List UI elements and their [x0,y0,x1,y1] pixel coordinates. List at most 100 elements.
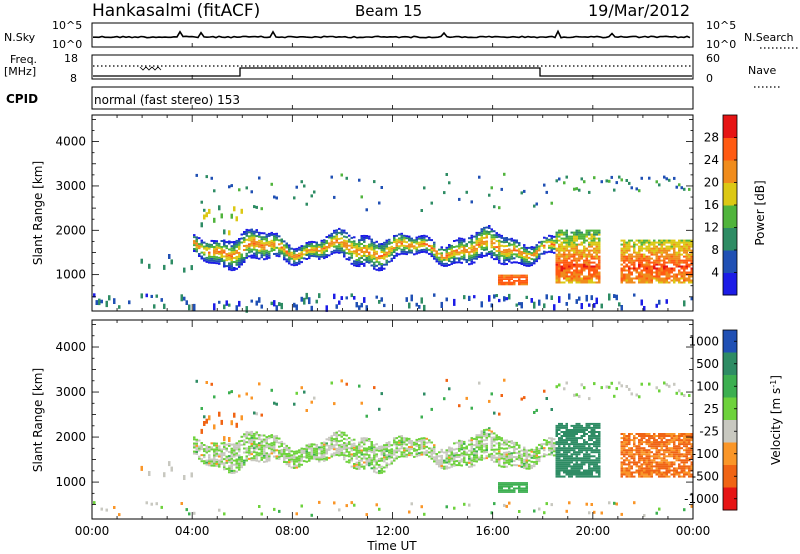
power-data-cell [585,247,588,250]
velocity-data-cell [588,463,591,466]
velocity-data-cell [498,487,501,490]
velocity-data-cell [290,458,293,461]
velocity-data-cell [250,434,253,437]
velocity-data-cell [638,473,641,476]
velocity-data-cell [270,444,273,447]
power-data-cell [368,257,371,260]
velocity-data-cell [645,473,648,476]
velocity-data-cell [500,443,503,446]
velocity-data-cell [515,483,518,486]
velocity-data-cell [360,457,363,460]
power-data-cell [430,245,433,248]
velocity-data-cell [628,451,631,454]
velocity-data-cell [640,471,643,474]
velocity-data-cell [395,443,398,446]
power-data-cell [248,237,251,240]
velocity-data-cell [578,429,581,431]
power-data-cell [223,249,226,252]
velocity-data-cell [560,467,563,470]
power-data-cell [620,267,623,270]
power-data-cell [633,247,636,250]
power-data-cell [340,243,343,246]
velocity-data-cell [658,461,661,464]
velocity-data-cell [470,441,473,444]
power-data-cell [673,255,676,258]
velocity-data-cell [505,457,508,460]
velocity-data-cell [228,465,231,468]
power-data-cell [638,249,641,252]
power-data-cell [590,265,593,268]
power-data-cell [550,249,553,252]
velocity-data-cell [260,444,263,447]
power-data-cell [405,253,408,256]
power-data-cell [298,248,301,251]
power-data-cell [643,239,646,242]
power-data-cell [425,251,428,254]
velocity-data-cell [405,439,408,442]
velocity-data-cell [513,456,516,458]
velocity-data-cell [498,460,501,463]
power-data-cell [403,248,406,251]
velocity-data-cell [333,454,336,457]
velocity-data-cell [288,452,291,455]
velocity-data-cell [625,467,628,470]
velocity-data-cell [570,453,573,456]
power-data-cell [350,236,353,239]
velocity-data-cell [448,387,451,391]
velocity-data-cell [475,460,478,463]
velocity-data-cell [480,450,483,453]
velocity-data-cell [585,469,588,472]
velocity-data-cell [450,451,453,454]
velocity-data-cell [580,445,583,448]
power-data-cell [655,277,658,280]
velocity-data-cell [388,445,391,448]
power-data-cell [663,267,666,270]
power-data-cell [505,283,508,286]
velocity-data-cell [318,500,321,504]
velocity-data-cell [663,461,666,464]
power-data-cell [590,257,593,260]
velocity-data-cell [655,439,658,442]
velocity-data-cell [623,437,626,440]
velocity-data-cell [493,436,496,439]
velocity-data-cell [480,432,483,435]
power-panel-background [92,115,693,311]
velocity-data-cell [228,461,231,464]
power-data-cell [218,250,221,253]
power-data-cell [583,261,586,264]
velocity-data-cell [213,424,216,430]
power-data-cell [350,262,353,265]
power-data-cell [560,269,563,272]
power-data-cell [558,247,561,250]
velocity-data-cell [498,464,501,467]
velocity-data-cell [570,475,573,478]
velocity-data-cell [635,453,638,456]
power-data-cell [628,249,631,252]
power-data-cell [408,302,411,309]
velocity-data-cell [448,448,451,451]
velocity-data-cell [638,467,641,470]
power-data-cell [640,176,643,180]
velocity-data-cell [595,475,598,478]
power-data-cell [253,205,256,209]
power-data-cell [263,238,266,241]
velocity-data-cell [400,447,403,450]
power-data-cell [225,257,228,260]
power-data-cell [478,245,481,248]
power-data-cell [498,206,501,210]
power-data-cell [278,249,281,252]
power-data-cell [283,252,286,255]
power-data-cell [370,264,373,267]
velocity-data-cell [355,463,358,466]
velocity-data-cell [635,393,638,397]
power-data-cell [520,276,523,279]
velocity-data-cell [328,438,331,441]
power-data-cell [660,239,663,242]
velocity-data-cell [558,439,561,442]
velocity-data-cell [238,446,241,449]
velocity-data-cell [568,461,571,464]
power-data-cell [440,258,443,261]
power-data-cell [528,260,531,263]
power-data-cell [650,267,653,270]
power-data-cell [640,255,643,258]
